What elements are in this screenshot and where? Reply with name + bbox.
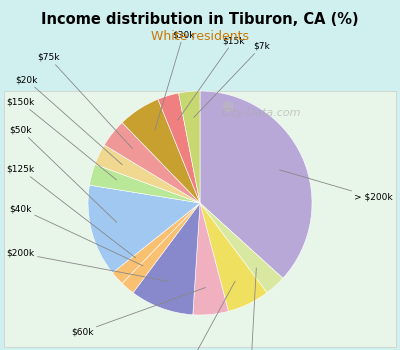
Wedge shape	[158, 93, 200, 203]
Text: $7k: $7k	[194, 42, 270, 117]
Wedge shape	[200, 203, 267, 312]
Text: $50k: $50k	[10, 126, 117, 222]
Wedge shape	[112, 203, 200, 284]
Wedge shape	[90, 164, 200, 203]
Wedge shape	[122, 203, 200, 293]
Text: $200k: $200k	[7, 249, 168, 281]
Text: $15k: $15k	[178, 36, 245, 120]
Text: $125k: $125k	[7, 165, 136, 258]
Text: $40k: $40k	[10, 204, 143, 266]
Text: $30k: $30k	[155, 30, 194, 130]
Wedge shape	[200, 91, 312, 278]
Text: $75k: $75k	[38, 53, 132, 149]
Wedge shape	[200, 203, 283, 293]
Wedge shape	[88, 185, 200, 273]
Text: $60k: $60k	[71, 288, 206, 336]
Text: $150k: $150k	[7, 98, 116, 180]
Wedge shape	[122, 99, 200, 203]
Wedge shape	[178, 91, 200, 203]
Text: Income distribution in Tiburon, CA (%): Income distribution in Tiburon, CA (%)	[41, 12, 359, 27]
Text: City-Data.com: City-Data.com	[222, 108, 301, 118]
Text: White residents: White residents	[151, 30, 249, 43]
Wedge shape	[133, 203, 200, 315]
Text: $20k: $20k	[15, 75, 122, 165]
Wedge shape	[95, 145, 200, 203]
Wedge shape	[104, 122, 200, 203]
Wedge shape	[193, 203, 228, 315]
Text: $10k: $10k	[239, 268, 262, 350]
Text: $100k: $100k	[169, 281, 235, 350]
Text: > $200k: > $200k	[280, 170, 393, 202]
